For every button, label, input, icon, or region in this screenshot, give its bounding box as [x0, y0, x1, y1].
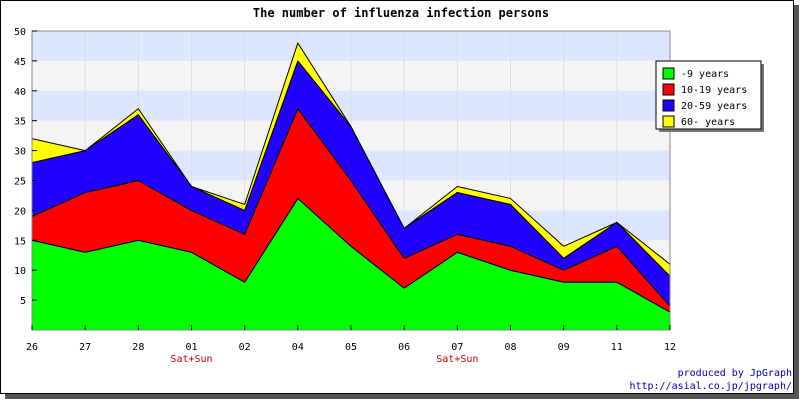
x-tick-label: 27 — [79, 342, 91, 353]
y-tick-label: 5 — [20, 296, 26, 307]
x-tick-label: 04 — [292, 342, 304, 353]
legend-swatch — [662, 99, 675, 112]
y-tick-label: 45 — [14, 57, 26, 68]
legend-swatch — [662, 67, 675, 80]
y-tick-labels: 5 10 15 20 25 30 35 40 45 50 — [14, 27, 37, 307]
legend-label: 60- years — [681, 117, 735, 128]
credit-line-1: produced by JpGraph — [677, 368, 792, 379]
x-tick-label: 07 — [451, 342, 463, 353]
x-tick-label: 06 — [398, 342, 410, 353]
x-tick-sublabel: Sat+Sun — [436, 354, 478, 365]
y-tick-label: 15 — [14, 236, 26, 247]
y-tick-label: 50 — [14, 27, 26, 38]
chart-frame: The number of influenza infection person… — [0, 0, 794, 394]
x-tick-label: 26 — [26, 342, 38, 353]
y-tick-label: 35 — [14, 117, 26, 128]
y-tick-label: 10 — [14, 266, 26, 277]
x-tick-label: 08 — [504, 342, 516, 353]
y-tick-label: 40 — [14, 87, 26, 98]
x-tick-label: 02 — [239, 342, 251, 353]
legend-swatch — [662, 83, 675, 96]
legend-label: 10-19 years — [681, 85, 747, 96]
y-tick-label: 20 — [14, 206, 26, 217]
x-tick-label: 11 — [611, 342, 623, 353]
x-tick-label: 01 — [185, 342, 197, 353]
x-tick-label: 09 — [558, 342, 570, 353]
legend-label: 20-59 years — [681, 101, 747, 112]
legend-label: -9 years — [681, 69, 729, 80]
chart-title: The number of influenza infection person… — [253, 6, 549, 20]
legend: -9 years 10-19 years 20-59 years 60- years — [655, 60, 764, 132]
x-tick-label: 05 — [345, 342, 357, 353]
area-chart: The number of influenza infection person… — [14, 6, 764, 365]
credit-line-2[interactable]: http://asial.co.jp/jpgraph/ — [629, 381, 792, 392]
y-tick-label: 30 — [14, 147, 26, 158]
x-tick-sublabel: Sat+Sun — [170, 354, 212, 365]
y-tick-label: 25 — [14, 177, 26, 188]
x-tick-label: 28 — [132, 342, 144, 353]
x-tick-label: 12 — [664, 342, 676, 353]
legend-swatch — [662, 115, 675, 128]
chart-panel: The number of influenza infection person… — [0, 0, 794, 394]
